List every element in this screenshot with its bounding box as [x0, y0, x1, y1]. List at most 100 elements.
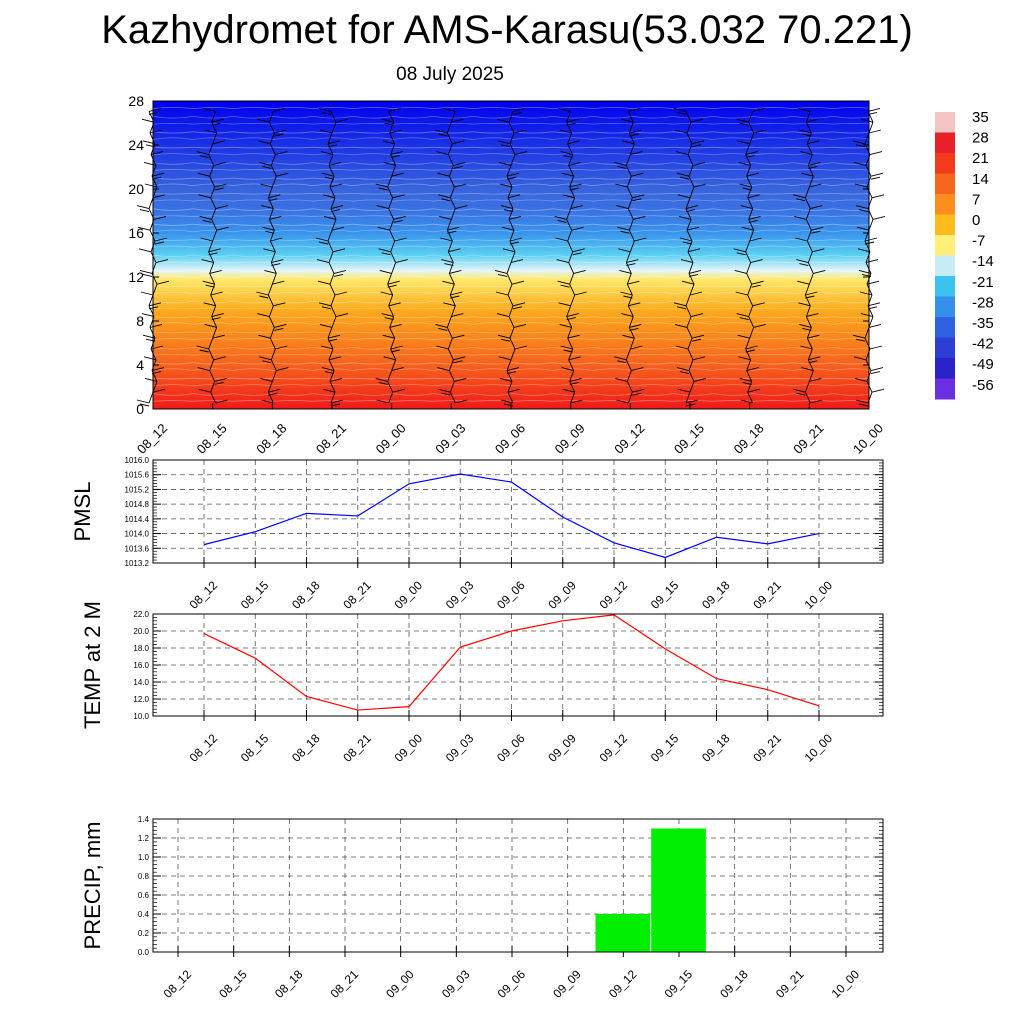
wind-barb-staff [748, 111, 754, 123]
wind-barb [616, 205, 629, 210]
wind-barb [271, 263, 281, 267]
wind-barb [213, 356, 226, 361]
wind-barb [382, 334, 395, 339]
wind-barb [502, 248, 516, 253]
wind-barb [383, 161, 396, 166]
wind-barb-staff [389, 316, 395, 328]
wind-barb [558, 302, 571, 307]
wind-barb [860, 313, 874, 318]
wind-barb [324, 176, 335, 180]
wind-barb-staff [627, 197, 633, 209]
isoline [152, 316, 874, 319]
wind-barb-staff [270, 251, 276, 263]
wind-barb-staff [389, 230, 396, 242]
wind-barb-staff [805, 208, 811, 220]
wind-barb-staff [387, 284, 394, 296]
wind-barb [268, 194, 281, 199]
wind-barb [497, 140, 511, 145]
wind-barb [154, 241, 165, 245]
wind-barb-staff [805, 305, 811, 317]
wind-barb [563, 349, 573, 353]
wind-barb [381, 118, 394, 123]
wind-barb [214, 377, 227, 382]
x-tick-label: 09_18 [699, 578, 733, 612]
wind-barb [748, 215, 761, 220]
wind-barb [623, 295, 633, 299]
wind-barb-staff [568, 165, 575, 177]
wind-barb [438, 327, 448, 331]
wind-barb [688, 269, 702, 274]
wind-barb [738, 161, 751, 166]
wind-barb-staff [747, 197, 754, 209]
wind-barb-staff [387, 381, 394, 393]
x-tick-label: 09_03 [443, 731, 477, 765]
wind-barb [811, 226, 824, 231]
wind-barb [572, 248, 585, 253]
isoline [152, 239, 874, 241]
x-tick-label: 09_15 [671, 421, 707, 457]
wind-barb [452, 140, 465, 145]
wind-barb-staff [688, 359, 694, 371]
wind-barb [318, 107, 332, 112]
wind-barb-staff [685, 208, 692, 220]
wind-barb [690, 313, 704, 318]
wind-barb [259, 356, 272, 361]
wind-barb [211, 122, 221, 126]
x-tick-label: 08_12 [187, 731, 221, 765]
wind-barb-staff [629, 240, 635, 252]
wind-barb-staff [446, 219, 452, 231]
x-tick-label: 09_21 [790, 421, 826, 457]
colorbar-label: -7 [972, 233, 985, 250]
wind-barb [853, 356, 867, 361]
wind-barb [329, 183, 343, 188]
wind-barb [506, 172, 520, 177]
wind-barb-staff [211, 122, 218, 134]
isoline [152, 162, 874, 165]
wind-barb-staff [331, 219, 337, 231]
wind-barb-staff [327, 143, 334, 155]
wind-barb [679, 237, 693, 242]
wind-barb [141, 118, 155, 123]
wind-barb [275, 345, 288, 350]
wind-barb-staff [388, 294, 394, 306]
wind-barb [747, 388, 760, 393]
wind-barb-staff [864, 230, 870, 242]
wind-barb-staff [330, 305, 337, 317]
wind-barb [320, 151, 334, 156]
wind-barb [807, 140, 820, 145]
wind-barb [449, 269, 462, 274]
wind-barb [569, 377, 582, 382]
wind-barb-staff [211, 219, 218, 231]
y-tick-label: 20.0 [133, 627, 149, 636]
y-tick-label: 12.0 [133, 695, 149, 704]
wind-barb [681, 280, 695, 285]
wind-barb-staff [148, 197, 154, 209]
wind-barb-staff [686, 316, 692, 328]
wind-barb [261, 205, 274, 210]
wind-barb [673, 107, 687, 112]
wind-barb [808, 161, 821, 166]
wind-barb-staff [625, 348, 631, 360]
wind-barb-staff [448, 273, 455, 285]
wind-barb-staff [507, 381, 513, 393]
wind-barb-staff [568, 251, 574, 263]
wind-barb [263, 248, 276, 253]
y-tick-label: 14.0 [133, 678, 149, 687]
wind-barb [632, 194, 645, 199]
wind-barb [394, 237, 407, 242]
wind-barb-staff [267, 381, 273, 393]
wind-barb [498, 356, 512, 361]
wind-barb [870, 176, 881, 180]
wind-barb [387, 280, 400, 285]
colorbar-label: -21 [972, 274, 994, 291]
wind-barb [570, 399, 583, 404]
wind-barb [688, 273, 699, 277]
wind-barb-staff [387, 186, 394, 198]
y-tick-label: 0.6 [138, 891, 150, 900]
wind-barb-staff [506, 273, 513, 285]
wind-barb-staff [388, 111, 395, 123]
wind-barb [333, 273, 344, 277]
wind-barb-staff [806, 327, 812, 339]
wind-barb [153, 215, 167, 220]
wind-barb-staff [268, 219, 275, 231]
